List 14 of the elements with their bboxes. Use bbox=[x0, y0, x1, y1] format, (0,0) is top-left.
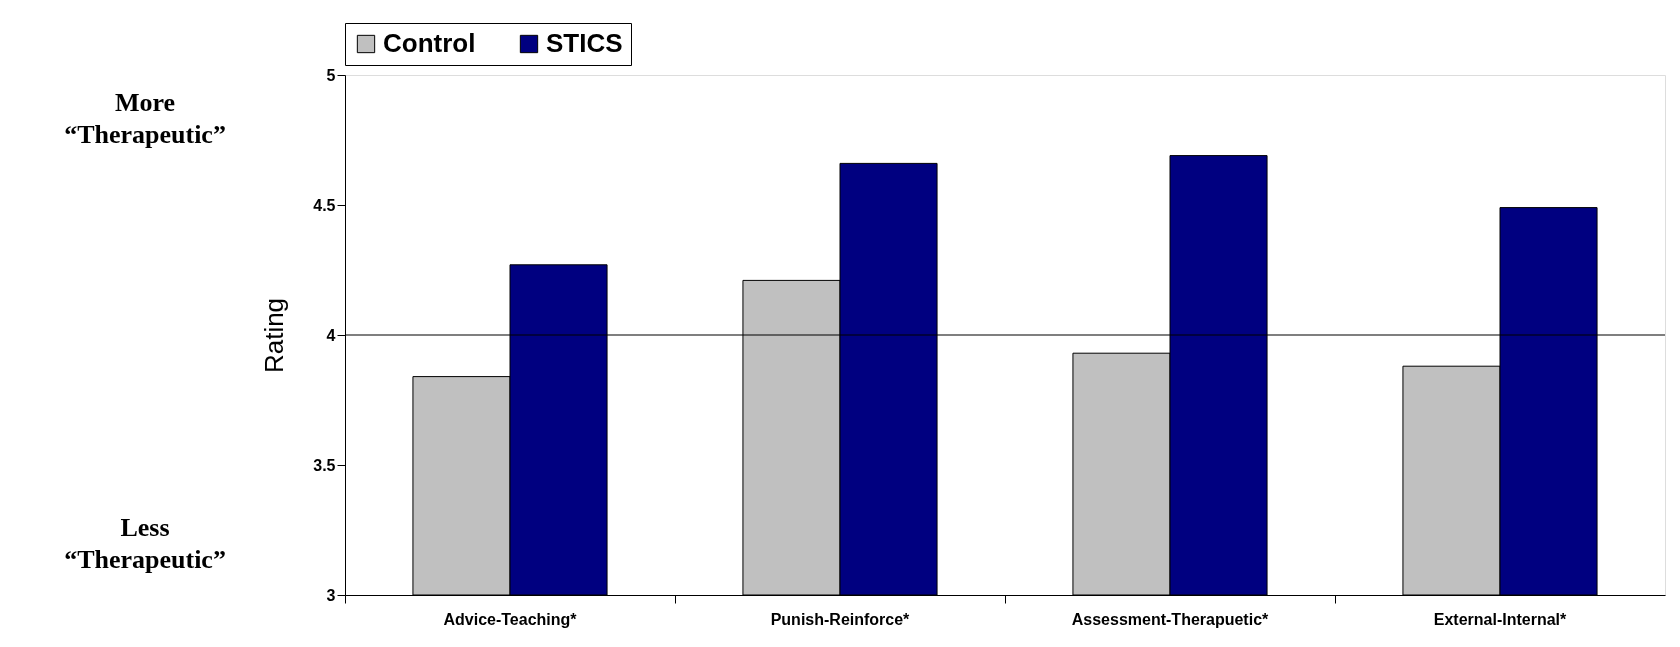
y-axis-title: Rating bbox=[259, 297, 290, 374]
x-tick-label: Assessment-Therapuetic* bbox=[1071, 610, 1270, 628]
y-tick-label: 3 bbox=[326, 586, 336, 604]
legend-label: STICS bbox=[546, 28, 623, 58]
y-tick-label: 3.5 bbox=[313, 456, 336, 474]
y-tick-label: 4 bbox=[326, 326, 336, 344]
y-tick-label: 5 bbox=[326, 66, 336, 84]
x-tick-label: Punish-Reinforce* bbox=[770, 610, 911, 628]
y-tick-label: 4.5 bbox=[313, 196, 336, 214]
x-tick-label: External-Internal* bbox=[1433, 610, 1568, 628]
x-tick-label: Advice-Teaching* bbox=[443, 610, 578, 628]
text: More “Therapeutic” bbox=[64, 88, 226, 149]
legend-label: Control bbox=[383, 28, 476, 58]
text: Less “Therapeutic” bbox=[64, 513, 226, 574]
